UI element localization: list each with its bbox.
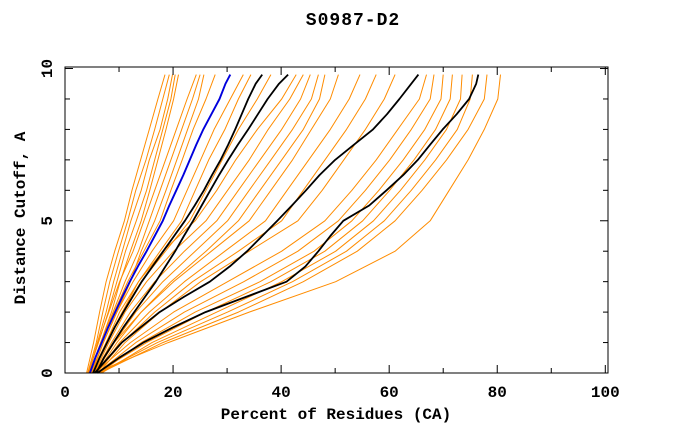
series-line-model-orange-21 [98,74,396,374]
y-axis-label: Distance Cutoff, A [12,131,30,305]
plot-title: S0987-D2 [305,11,401,31]
series-line-model-orange-06 [88,74,197,374]
series-line-model-orange-17 [95,74,326,374]
x-tick-label: 100 [591,384,620,402]
series-line-model-orange-18 [94,74,339,374]
series-line-model-orange-02 [87,74,170,374]
series-line-model-orange-15 [94,74,311,374]
x-tick-label: 80 [488,384,507,402]
series-line-model-orange-03 [88,74,173,374]
series-line-model-orange-29 [94,74,501,374]
series-line-model-orange-20 [95,74,377,374]
series-line-model-orange-23 [97,74,435,374]
series-line-model-black-1 [92,74,263,374]
series-line-model-orange-05 [89,74,179,374]
series-line-model-black-4 [96,74,480,374]
x-tick-label: 20 [163,384,182,402]
y-tick-label: 10 [39,59,57,78]
y-tick-label: 5 [39,216,57,226]
series-line-model-orange-25 [96,74,453,374]
series-line-model-orange-19 [96,74,361,374]
series-line-model-orange-01 [86,74,166,374]
series-line-model-black-3 [94,74,420,374]
series-line-model-orange-26 [101,74,463,374]
x-axis-label: Percent of Residues (CA) [220,406,452,424]
series-line-model-orange-07 [90,74,201,374]
series-line-model-orange-13 [92,74,297,374]
plot-frame [64,66,609,374]
series-line-model-orange-28 [99,74,488,374]
series-line-model-blue [89,74,232,374]
series-line-model-orange-16 [94,74,319,374]
series-line-model-orange-24 [99,74,444,374]
x-tick-label: 40 [272,384,291,402]
series-line-model-orange-14 [93,74,304,374]
x-tick-label: 0 [60,384,70,402]
x-tick-label: 60 [380,384,399,402]
series-line-model-orange-22 [94,74,427,374]
series-line-model-orange-10 [90,74,244,374]
y-tick-label: 0 [39,368,57,378]
series-line-model-black-2 [95,73,289,374]
series-line-model-orange-27 [98,74,473,374]
